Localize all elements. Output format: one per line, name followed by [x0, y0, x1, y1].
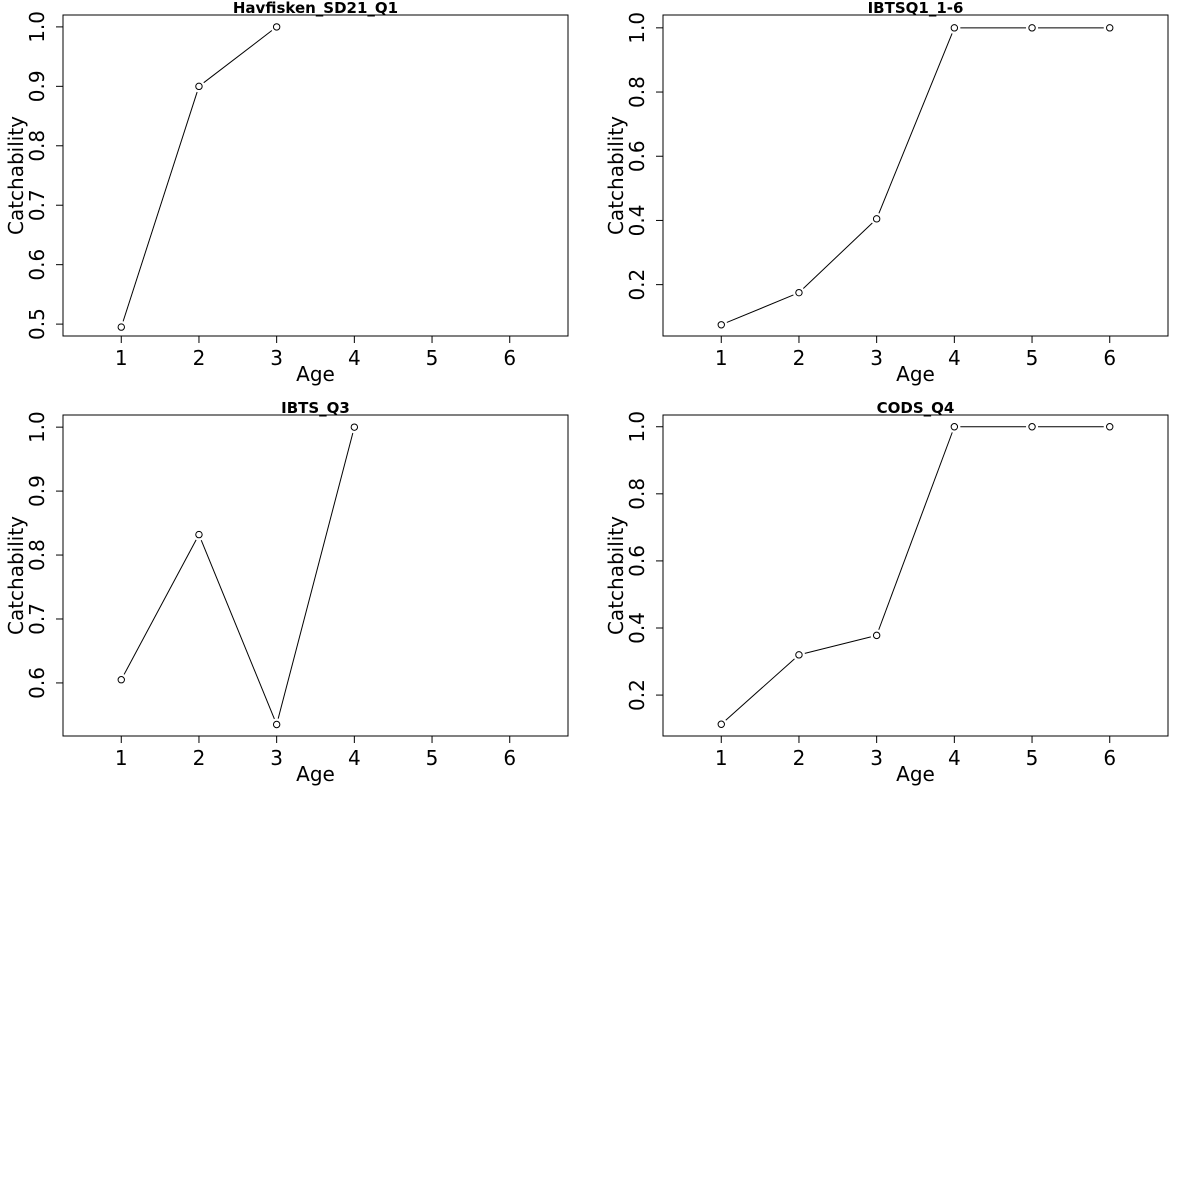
x-tick-label: 5: [1026, 346, 1039, 370]
y-tick-label: 0.9: [25, 70, 49, 102]
y-tick-label: 0.5: [25, 308, 49, 340]
x-tick-label: 3: [270, 346, 283, 370]
series-line-segment: [122, 91, 198, 322]
x-tick-label: 2: [193, 746, 206, 770]
series-line-segment: [878, 432, 953, 630]
y-tick-label: 0.8: [25, 130, 49, 162]
y-tick-label: 0.4: [625, 205, 649, 237]
data-point: [1106, 423, 1114, 431]
series-line-segment: [200, 539, 275, 720]
y-tick-label: 0.8: [25, 539, 49, 571]
y-tick-label: 0.7: [25, 189, 49, 221]
x-axis-label: Age: [896, 362, 935, 386]
plot-frame: [62, 14, 569, 337]
x-tick-label: 6: [1103, 746, 1116, 770]
y-tick-label: 0.8: [625, 76, 649, 108]
y-axis-label: Catchability: [4, 116, 28, 235]
x-axis-label: Age: [296, 762, 335, 786]
data-point: [350, 423, 359, 431]
y-tick-label: 0.6: [625, 140, 649, 172]
x-tick-label: 6: [503, 346, 516, 370]
x-tick-label: 2: [793, 746, 806, 770]
series-line-segment: [804, 636, 871, 654]
y-tick-label: 0.6: [25, 667, 49, 699]
chart-title: IBTS_Q3: [281, 399, 350, 417]
data-point: [117, 676, 125, 684]
x-tick-label: 5: [426, 746, 439, 770]
plot-frame: [62, 414, 569, 737]
y-axis-label: Catchability: [604, 516, 628, 635]
x-tick-label: 3: [870, 746, 883, 770]
x-tick-label: 6: [503, 746, 516, 770]
data-point: [950, 423, 959, 431]
data-point: [795, 651, 803, 659]
chart-title: Havfisken_SD21_Q1: [233, 0, 398, 17]
y-tick-label: 0.2: [625, 679, 649, 711]
plot-frame: [662, 14, 1169, 337]
x-tick-label: 5: [426, 346, 439, 370]
x-tick-label: 4: [948, 346, 961, 370]
data-point: [717, 720, 725, 728]
data-point: [795, 288, 803, 297]
x-tick-label: 5: [1026, 746, 1039, 770]
series-line-segment: [878, 33, 953, 214]
x-tick-label: 2: [193, 346, 206, 370]
y-tick-label: 0.8: [625, 478, 649, 510]
data-point: [195, 530, 203, 539]
data-point: [717, 321, 725, 329]
data-point: [950, 24, 959, 32]
series-line-segment: [123, 539, 197, 675]
y-tick-label: 0.6: [25, 249, 49, 281]
data-point: [1028, 24, 1036, 32]
y-tick-label: 1.0: [625, 12, 649, 44]
data-point: [1028, 423, 1036, 431]
y-tick-label: 0.2: [625, 269, 649, 301]
y-axis-label: Catchability: [4, 516, 28, 635]
x-tick-label: 4: [348, 346, 361, 370]
y-tick-label: 0.7: [25, 603, 49, 635]
y-axis-label: Catchability: [604, 116, 628, 235]
y-tick-label: 1.0: [25, 411, 49, 443]
series-line-segment: [277, 432, 354, 719]
chart-title: CODS_Q4: [877, 399, 955, 417]
data-point: [272, 720, 281, 729]
data-point: [1106, 24, 1114, 32]
y-tick-label: 1.0: [25, 11, 49, 43]
x-tick-label: 1: [115, 346, 128, 370]
x-tick-label: 3: [870, 346, 883, 370]
x-tick-label: 4: [348, 746, 361, 770]
x-tick-label: 2: [793, 346, 806, 370]
data-point: [195, 82, 203, 91]
x-tick-label: 4: [948, 746, 961, 770]
data-point: [872, 215, 881, 223]
chart-panel-3: IBTS_Q3 1 2 3 4 5 6 0.6 0.7 0.8 0.9 1.0 Age Catchabil…: [4, 399, 569, 786]
series-line-segment: [802, 222, 873, 289]
y-tick-label: 0.4: [625, 612, 649, 644]
series-line-segment: [203, 30, 273, 84]
chart-title: IBTSQ1_1-6: [868, 0, 964, 17]
series-line-segment: [725, 658, 795, 721]
x-tick-label: 3: [270, 746, 283, 770]
x-tick-label: 6: [1103, 346, 1116, 370]
plot-frame: [662, 414, 1169, 737]
y-tick-label: 1.0: [625, 411, 649, 443]
chart-panel-2: IBTSQ1_1-6 1 2 3 4 5 6 0.2 0.4 0.6 0.8 1.0 Age Catcha…: [604, 0, 1169, 386]
x-tick-label: 1: [715, 746, 728, 770]
x-tick-label: 1: [715, 346, 728, 370]
x-tick-label: 1: [115, 746, 128, 770]
chart-panel-1: Havfisken_SD21_Q1 1 2 3 4 5 6 0.5 0.6 0.7 0.8 0.9 1.…: [4, 0, 569, 386]
x-axis-label: Age: [296, 362, 335, 386]
y-tick-label: 0.6: [625, 545, 649, 577]
data-point: [872, 631, 881, 640]
series-line-segment: [726, 294, 794, 323]
y-tick-label: 0.9: [25, 475, 49, 507]
data-point: [272, 23, 281, 31]
x-axis-label: Age: [896, 762, 935, 786]
chart-panel-4: CODS_Q4 1 2 3 4 5 6 0.2 0.4 0.6 0.8 1.0 Age Catchabil…: [604, 399, 1169, 786]
data-point: [117, 323, 125, 331]
